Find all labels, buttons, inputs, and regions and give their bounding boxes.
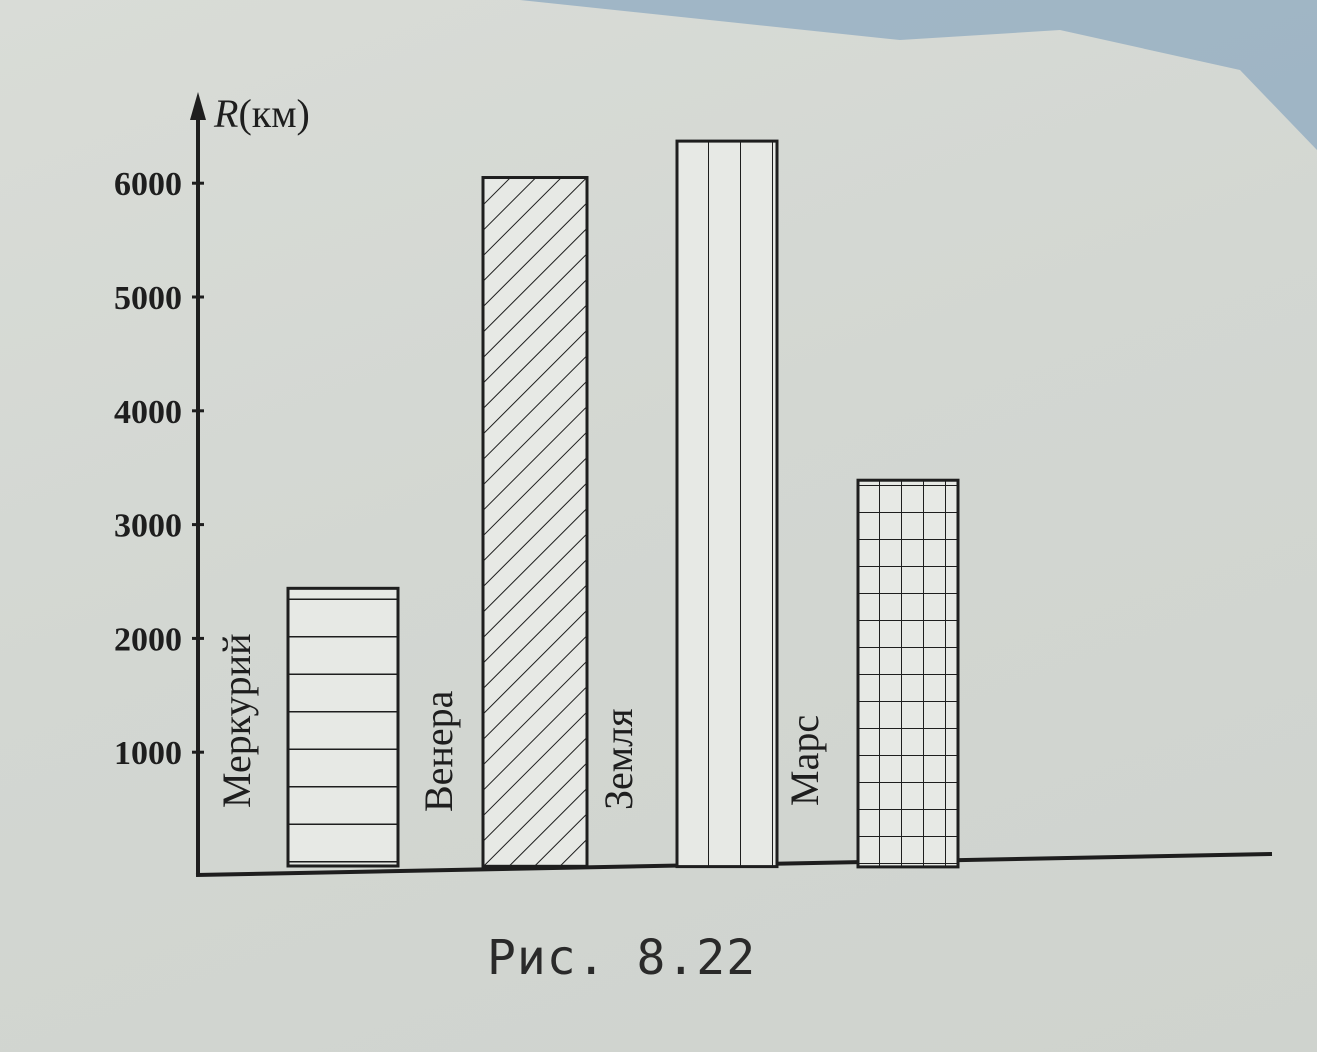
- bar-3: [675, 139, 779, 869]
- y-tick-label: 2000: [114, 621, 182, 658]
- category-labels: Меркурий Венера Земля Марс: [214, 634, 827, 812]
- y-axis-unit: (км): [238, 91, 309, 136]
- y-tick-label: 1000: [114, 735, 182, 772]
- category-label-4: Марс: [782, 715, 827, 806]
- category-label-1: Меркурий: [214, 634, 259, 808]
- y-ticks: 1000 2000 3000 4000 5000 6000: [114, 166, 204, 772]
- category-label-2: Венера: [416, 690, 461, 812]
- figure-caption: Рис. 8.22: [487, 930, 757, 986]
- bars: [286, 139, 960, 869]
- bar-4: [856, 478, 960, 869]
- y-axis-label: R(км): [213, 91, 310, 136]
- y-axis-arrow: [190, 92, 206, 120]
- y-tick-label: 5000: [114, 280, 182, 317]
- y-tick-label: 3000: [114, 508, 182, 545]
- y-axis-symbol: R: [213, 91, 238, 136]
- bar-1: [286, 586, 400, 868]
- category-label-3: Земля: [596, 709, 641, 810]
- y-tick-label: 6000: [114, 166, 182, 203]
- bar-2: [481, 176, 589, 868]
- y-tick-label: 4000: [114, 394, 182, 431]
